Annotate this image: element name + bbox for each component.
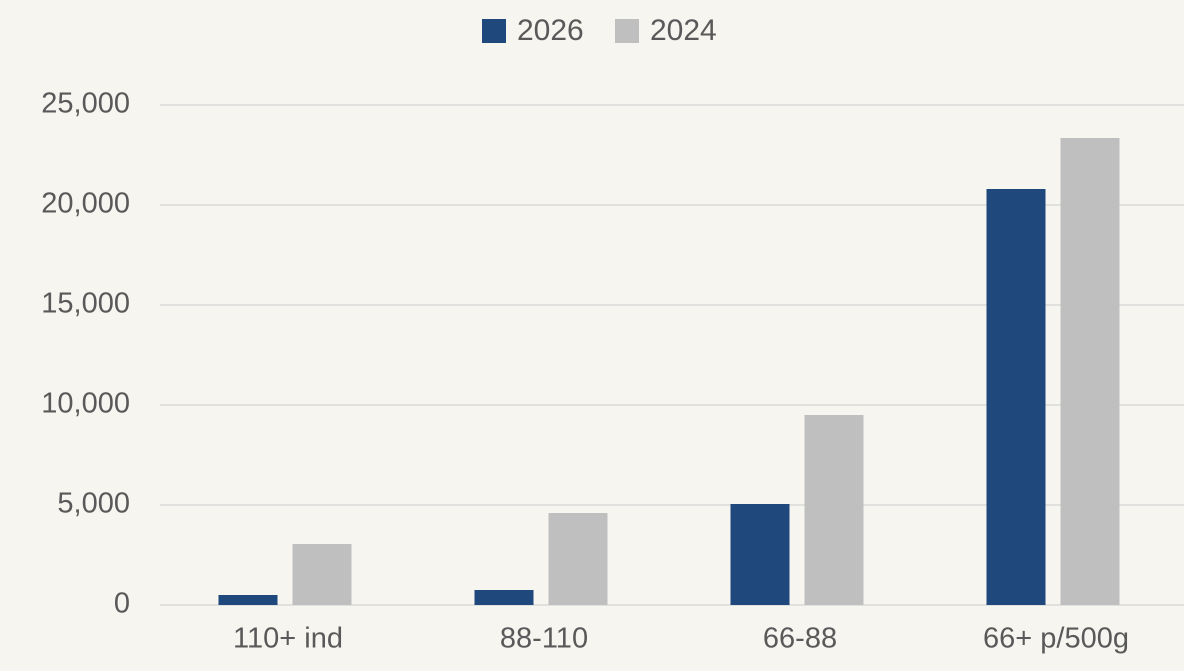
bar <box>986 189 1046 605</box>
x-tick-label: 66+ p/500g <box>983 623 1129 655</box>
legend-label: 2026 <box>517 14 584 47</box>
y-tick-label: 25,000 <box>41 88 130 120</box>
bar <box>292 544 352 605</box>
y-tick-label: 10,000 <box>41 388 130 420</box>
bar <box>730 504 790 605</box>
legend-label: 2024 <box>650 14 717 47</box>
y-tick-label: 5,000 <box>57 488 130 520</box>
legend-swatch <box>615 19 639 43</box>
bar <box>804 415 864 605</box>
bar <box>218 595 278 605</box>
y-tick-label: 0 <box>114 588 130 620</box>
bar <box>474 590 534 605</box>
x-tick-label: 88-110 <box>500 623 588 655</box>
bar <box>548 513 608 605</box>
x-tick-label: 110+ ind <box>233 623 343 655</box>
x-tick-label: 66-88 <box>763 623 837 655</box>
legend-swatch <box>482 19 506 43</box>
y-tick-label: 15,000 <box>41 288 130 320</box>
bar <box>1060 138 1120 605</box>
y-tick-label: 20,000 <box>41 188 130 220</box>
